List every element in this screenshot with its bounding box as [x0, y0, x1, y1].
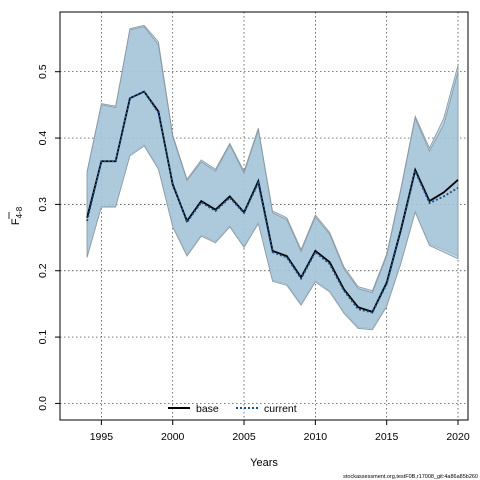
x-tick-label: 1995 [90, 431, 114, 443]
x-tick-label: 2015 [375, 431, 399, 443]
series-lines [86, 90, 459, 314]
confidence-band-current [86, 26, 459, 331]
y-axis-title-main: F [10, 218, 22, 225]
series-line-current [86, 90, 459, 314]
y-tick-label: 0.1 [37, 330, 49, 345]
y-axis-title-subscript: 4-8 [15, 206, 24, 218]
y-tick-label: 0.3 [37, 197, 49, 212]
x-axis-title: Years [250, 457, 278, 469]
x-tick-label: 2005 [232, 431, 256, 443]
footnote: stockassessment.org,testF0B,r17008_git:4… [343, 474, 478, 480]
confidence-bands [86, 24, 459, 331]
x-tick-label: 2020 [446, 431, 470, 443]
legend: base current [168, 403, 297, 415]
y-axis-title: F4-8 [8, 206, 24, 225]
y-tick-label: 0.4 [37, 131, 49, 146]
legend-label-current: current [264, 403, 297, 415]
x-tick-label: 2010 [304, 431, 328, 443]
x-axis: 1995 2000 2005 2010 2015 2020 [90, 420, 470, 443]
y-axis: 0.0 0.1 0.2 0.3 0.4 0.5 [37, 64, 60, 411]
legend-label-base: base [196, 403, 219, 415]
y-tick-label: 0.0 [37, 396, 49, 411]
plot-frame [59, 11, 469, 421]
y-tick-label: 0.2 [37, 263, 49, 278]
x-tick-label: 2000 [161, 431, 185, 443]
y-tick-label: 0.5 [37, 64, 49, 79]
svg-text:F4-8: F4-8 [10, 206, 24, 225]
